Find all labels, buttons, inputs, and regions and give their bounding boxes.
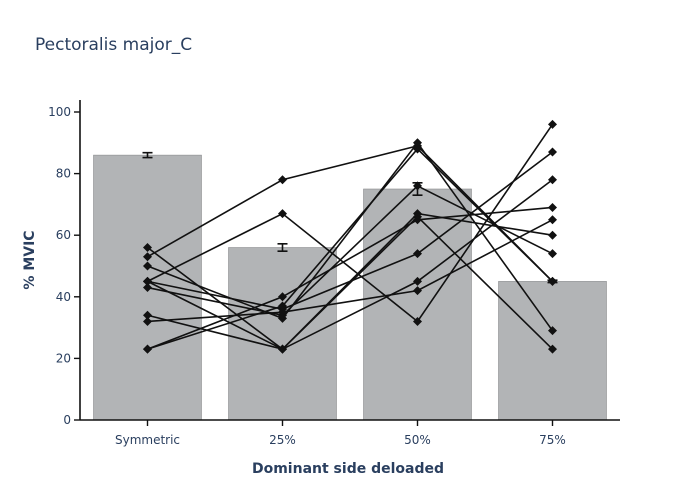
subject-point-7-1 xyxy=(278,344,287,354)
chart-title: Pectoralis major_C xyxy=(35,35,192,55)
subject-point-8-3 xyxy=(548,215,557,225)
subject-point-8-1 xyxy=(278,307,287,317)
subject-point-4-3 xyxy=(548,147,557,157)
subject-point-6-2 xyxy=(413,181,422,191)
error-bars-group xyxy=(142,151,558,284)
subject-point-9-1 xyxy=(278,301,287,311)
subject-point-7-0 xyxy=(143,310,152,320)
subject-line-5 xyxy=(147,179,553,351)
x-axis-title: Dominant side deloaded xyxy=(252,461,444,477)
subject-point-8-2 xyxy=(413,286,422,296)
subject-line-10 xyxy=(147,206,553,350)
y-tick-label-60: 60 xyxy=(56,228,71,242)
subject-point-4-2 xyxy=(413,249,422,259)
subject-point-7-2 xyxy=(413,209,422,219)
subject-point-6-3 xyxy=(548,249,557,259)
subject-point-2-0 xyxy=(143,261,152,271)
x-tick-label-1: 25% xyxy=(269,433,296,447)
subject-point-0-3 xyxy=(548,344,557,354)
error-bar-1 xyxy=(277,243,288,253)
y-axis-title: % MVIC xyxy=(22,230,38,289)
axes-group: 0 20 40 60 80 100 Symmetric 25% 50% 75% xyxy=(48,100,620,447)
subject-point-9-2 xyxy=(413,144,422,154)
subject-line-0 xyxy=(147,215,554,351)
error-bar-0 xyxy=(142,151,153,159)
subject-point-3-3 xyxy=(548,119,557,129)
x-tick-label-2: 50% xyxy=(404,433,431,447)
bar-1 xyxy=(228,247,337,421)
subject-line-6 xyxy=(147,184,553,317)
subject-line-9 xyxy=(147,147,554,350)
x-tick-label-3: 75% xyxy=(539,433,566,447)
subject-point-1-0 xyxy=(143,252,152,262)
subject-lines-group xyxy=(143,119,557,354)
subject-line-7 xyxy=(147,212,553,351)
subject-point-1-1 xyxy=(278,175,287,185)
subject-point-0-0 xyxy=(143,243,152,253)
subject-point-9-3 xyxy=(548,276,557,286)
subject-point-5-3 xyxy=(548,175,557,185)
subject-point-7-3 xyxy=(548,230,557,240)
subject-line-3 xyxy=(147,123,554,323)
y-tick-label-40: 40 xyxy=(56,290,71,304)
subject-point-10-0 xyxy=(143,344,152,354)
subject-point-2-3 xyxy=(548,326,557,336)
y-tick-label-100: 100 xyxy=(48,105,71,119)
subject-point-2-2 xyxy=(413,138,422,148)
subject-line-2 xyxy=(147,141,554,332)
subject-point-6-0 xyxy=(143,283,152,293)
subject-point-5-2 xyxy=(413,276,422,286)
subject-point-10-1 xyxy=(278,292,287,302)
subject-point-8-0 xyxy=(143,316,152,326)
y-tick-label-20: 20 xyxy=(56,351,71,365)
subject-line-8 xyxy=(147,219,553,323)
subject-point-10-3 xyxy=(548,202,557,212)
x-tick-label-0: Symmetric xyxy=(115,433,180,447)
bars-group xyxy=(93,154,607,421)
subject-point-5-0 xyxy=(143,276,152,286)
subject-point-10-2 xyxy=(413,215,422,225)
y-tick-label-0: 0 xyxy=(63,413,71,427)
subject-point-3-1 xyxy=(278,209,287,219)
subject-point-3-2 xyxy=(413,316,422,326)
y-tick-label-80: 80 xyxy=(56,167,71,181)
